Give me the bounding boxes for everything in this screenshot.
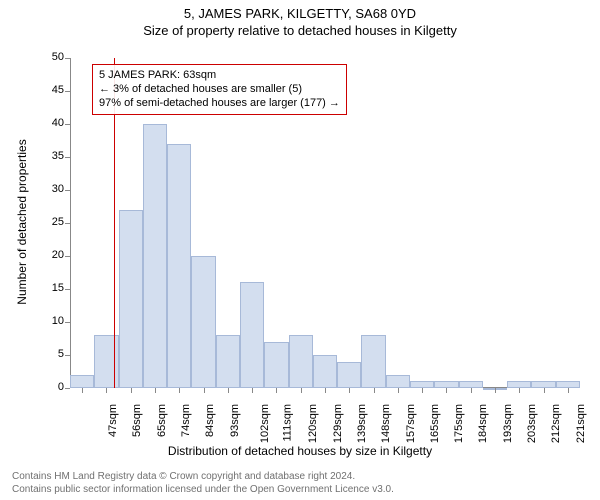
histogram-bar [191, 256, 215, 388]
x-axis-label: Distribution of detached houses by size … [0, 444, 600, 458]
histogram-bar [507, 381, 531, 388]
y-tick-label: 20 [36, 249, 64, 261]
histogram-bar [94, 335, 118, 388]
y-axis-label: Number of detached properties [15, 122, 29, 322]
x-tick-label: 74sqm [180, 404, 192, 437]
histogram-bar [337, 362, 361, 388]
x-tick-label: 84sqm [204, 404, 216, 437]
y-tick-label: 15 [36, 282, 64, 294]
annotation-line: 97% of semi-detached houses are larger (… [99, 97, 340, 111]
x-tick-label: 47sqm [107, 404, 119, 437]
x-tick-label: 111sqm [282, 404, 294, 442]
y-tick-label: 40 [36, 117, 64, 129]
x-tick-label: 129sqm [332, 404, 344, 443]
y-tick-label: 5 [36, 348, 64, 360]
x-tick-label: 221sqm [575, 404, 587, 443]
x-tick-label: 203sqm [526, 404, 538, 443]
histogram-bar [119, 210, 143, 388]
annotation-line: 5 JAMES PARK: 63sqm [99, 69, 340, 83]
footer-text: Contains HM Land Registry data © Crown c… [12, 470, 394, 496]
histogram-bar [216, 335, 240, 388]
y-tick-label: 25 [36, 216, 64, 228]
histogram-bar [313, 355, 337, 388]
x-tick-label: 56sqm [131, 404, 143, 437]
y-tick-label: 30 [36, 183, 64, 195]
histogram-bar [264, 342, 288, 388]
x-tick-label: 175sqm [453, 404, 465, 443]
y-tick-label: 45 [36, 84, 64, 96]
x-tick-label: 157sqm [405, 404, 417, 443]
histogram-bar [289, 335, 313, 388]
histogram-bar [459, 381, 483, 388]
x-tick-label: 120sqm [308, 404, 320, 443]
y-tick-label: 0 [36, 381, 64, 393]
histogram-bar [167, 144, 191, 388]
histogram-bar [531, 381, 555, 388]
x-tick-label: 65sqm [156, 404, 168, 437]
x-tick-label: 148sqm [380, 404, 392, 443]
x-tick-label: 184sqm [478, 404, 490, 443]
x-tick-label: 212sqm [550, 404, 562, 443]
page-title-2: Size of property relative to detached ho… [0, 21, 600, 42]
x-tick-label: 139sqm [356, 404, 368, 443]
footer-line: Contains public sector information licen… [12, 483, 394, 496]
x-tick-label: 93sqm [229, 404, 241, 437]
x-tick-label: 102sqm [259, 404, 271, 443]
y-tick-label: 10 [36, 315, 64, 327]
page-title-1: 5, JAMES PARK, KILGETTY, SA68 0YD [0, 0, 600, 21]
histogram-bar [143, 124, 167, 388]
histogram-bar [556, 381, 580, 388]
histogram-bar [361, 335, 385, 388]
annotation-line: ← 3% of detached houses are smaller (5) [99, 83, 340, 97]
histogram-bar [70, 375, 94, 388]
histogram-bar [434, 381, 458, 388]
histogram-bar [240, 282, 264, 388]
y-tick-label: 35 [36, 150, 64, 162]
histogram-bar [386, 375, 410, 388]
annotation-box: 5 JAMES PARK: 63sqm ← 3% of detached hou… [92, 64, 347, 115]
x-tick-label: 193sqm [502, 404, 514, 443]
histogram-bar [410, 381, 434, 388]
y-tick-label: 50 [36, 51, 64, 63]
footer-line: Contains HM Land Registry data © Crown c… [12, 470, 394, 483]
x-tick-label: 165sqm [429, 404, 441, 443]
